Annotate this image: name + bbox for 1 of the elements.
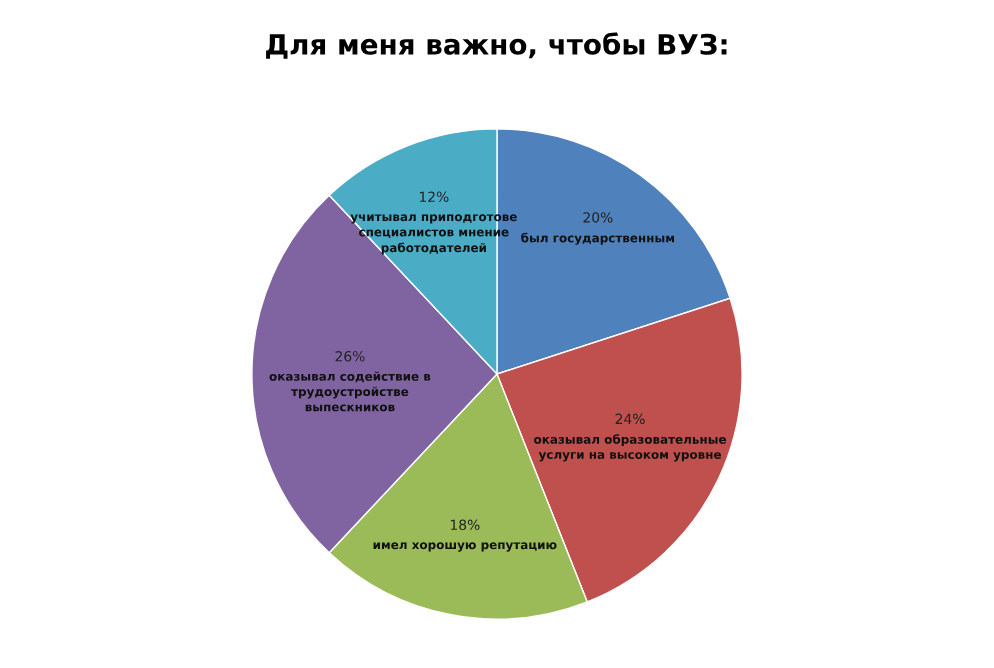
chart-title: Для меня важно, чтобы ВУЗ: <box>266 32 727 59</box>
